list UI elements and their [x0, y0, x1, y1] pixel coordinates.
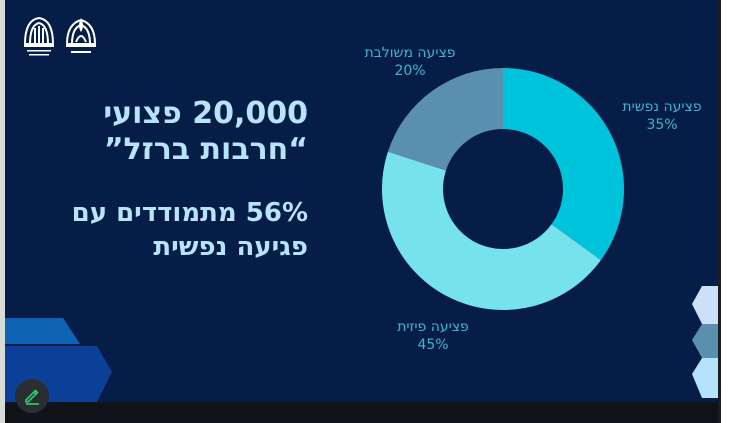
window-right-edge: [718, 0, 721, 423]
subheadline-line-1: 56% מתמודדים עם: [71, 198, 308, 228]
ministry-of-defense-logo: [23, 16, 55, 56]
label-physical-value: 45%: [417, 337, 449, 353]
logos: [21, 14, 99, 58]
label-mental-injury: פציעה נפשית 35%: [602, 98, 718, 134]
subheadline-line-2: פגיעה נפשית: [153, 232, 308, 262]
headline-line-1: 20,000 פצועי: [103, 96, 308, 131]
headline-line-2: “חרבות ברזל”: [103, 132, 308, 167]
donut-segment-0: [503, 68, 624, 261]
pencil-icon: [25, 389, 39, 405]
label-physical-injury: פציעה פיזית 45%: [373, 318, 493, 354]
decorative-hexagons-right: [692, 286, 718, 398]
donut-segment-1: [381, 151, 601, 311]
presentation-bottom-bar: [5, 402, 720, 423]
presentation-slide: 20,000 פצועי “חרבות ברזל” 56% מתמודדים ע…: [5, 0, 718, 402]
donut-segment-2: [387, 68, 503, 171]
label-mental-value: 35%: [646, 117, 678, 133]
label-mental-name: פציעה נפשית: [622, 99, 702, 115]
headline: 20,000 פצועי “חרבות ברזל”: [103, 96, 308, 168]
donut-chart: [381, 68, 624, 311]
label-combined-value: 20%: [394, 63, 426, 79]
window-left-edge: [0, 0, 5, 423]
label-combined-name: פציעה משולבת: [364, 45, 456, 61]
subheadline: 56% מתמודדים עם פגיעה נפשית: [72, 196, 308, 264]
label-physical-name: פציעה פיזית: [397, 319, 469, 335]
label-combined-injury: פציעה משולבת 20%: [350, 44, 470, 80]
rehabilitation-division-logo: [65, 18, 97, 53]
annotate-pencil-button[interactable]: [15, 379, 49, 413]
